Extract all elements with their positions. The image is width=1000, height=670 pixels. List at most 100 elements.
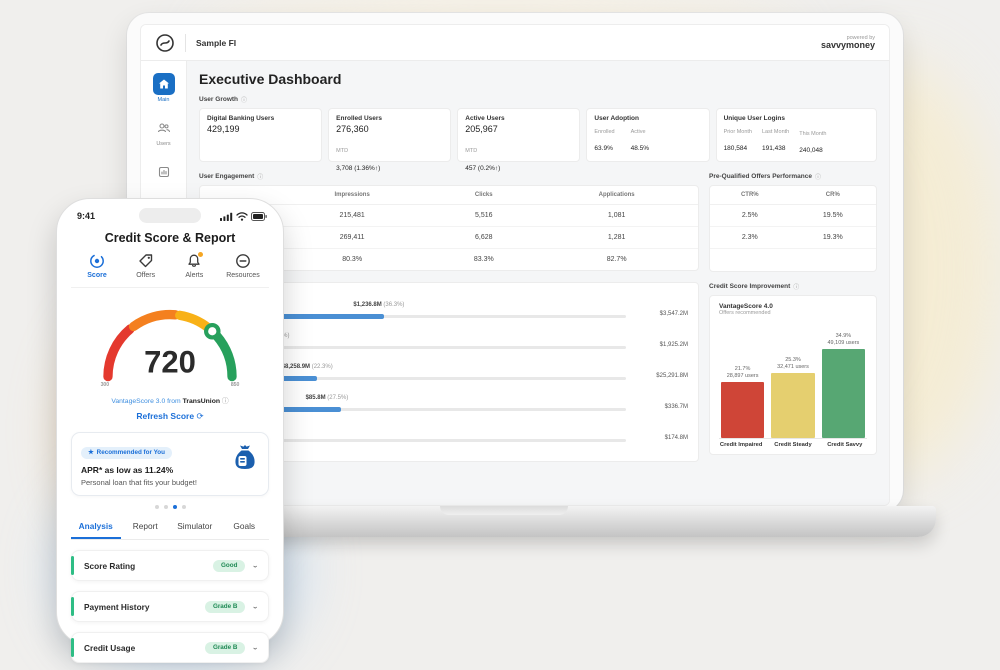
- nav-item-score[interactable]: Score: [75, 253, 119, 279]
- page-title: Executive Dashboard: [199, 71, 342, 87]
- info-icon[interactable]: ⓘ: [241, 98, 248, 104]
- stat-value: 205,967: [465, 124, 498, 134]
- gauge-segment-red: [103, 324, 135, 382]
- stat-sub-value: 63.9%: [594, 145, 613, 152]
- tab-analysis[interactable]: Analysis: [71, 516, 121, 539]
- stat-value: 429,199: [207, 124, 240, 134]
- wifi-icon: [236, 211, 248, 221]
- sidebar-item-reports[interactable]: [153, 161, 175, 185]
- chevron-down-icon[interactable]: ⌄: [251, 561, 259, 570]
- cell: 215,481: [272, 204, 433, 227]
- stat-label: Unique User Logins: [723, 115, 785, 122]
- nav-label: Offers: [136, 272, 156, 279]
- cell: 5,516: [432, 204, 536, 227]
- savvymoney-logo-icon: [156, 33, 174, 52]
- vantagescore-link[interactable]: VantageScore 3.0 from: [111, 398, 181, 405]
- table-row: 2.3% 19.3%: [710, 226, 876, 249]
- cell: 1,081: [535, 204, 698, 227]
- alert-notification-dot: [198, 252, 204, 257]
- bar-value-label: 21.7% 28,897 users: [726, 366, 759, 380]
- nav-label: Resources: [226, 272, 260, 279]
- list-item-payment-history[interactable]: Payment History Grade B ⌄: [71, 591, 269, 622]
- chevron-down-icon[interactable]: ⌄: [251, 643, 259, 652]
- loan-bar-label: $85.8M (27.5%): [306, 395, 349, 401]
- x-tick-label: Credit Savvy: [827, 441, 863, 448]
- app-nav: Score Offers Alerts: [71, 252, 269, 288]
- powered-by-label: powered by: [846, 34, 875, 41]
- recommended-offer-card[interactable]: ★ Recommended for You APR* as low as 11.2…: [71, 432, 269, 496]
- status-badge: Grade B: [204, 641, 246, 654]
- offers-table-panel: CTR% CR% 2.5% 19.5% 2.3%: [709, 185, 877, 272]
- loan-amount: $1,236.8M: [353, 301, 382, 308]
- carousel-dot[interactable]: [181, 505, 186, 509]
- engagement-col-applications: Applications: [535, 186, 698, 205]
- row-label: Credit Usage: [84, 642, 136, 653]
- stat-value: 276,360: [336, 124, 369, 134]
- stat-sub-label: Active: [630, 129, 646, 135]
- bar-credit-steady: [771, 373, 815, 438]
- sidebar-label-main: Main: [157, 97, 170, 103]
- gauge-segment-amber: [175, 310, 213, 333]
- stat-sub-value: 240,048: [799, 147, 823, 154]
- carousel-dot[interactable]: [163, 505, 168, 509]
- brand-name: savvymoney: [821, 40, 875, 51]
- nav-item-offers[interactable]: Offers: [124, 253, 168, 279]
- chevron-down-icon[interactable]: ⌄: [251, 602, 259, 611]
- loan-percent: (27.5%): [327, 394, 349, 401]
- money-bag-icon: [232, 443, 258, 476]
- sidebar-item-users[interactable]: Users: [153, 117, 175, 147]
- fi-name: Sample FI: [196, 37, 237, 48]
- tab-report[interactable]: Report: [132, 521, 158, 531]
- refresh-score-button[interactable]: Refresh Score ⟳: [71, 411, 269, 422]
- info-icon[interactable]: ⓘ: [793, 284, 800, 291]
- resources-icon: [236, 254, 250, 268]
- row-label: Score Rating: [84, 560, 136, 571]
- nav-item-alerts[interactable]: Alerts: [172, 252, 216, 279]
- stat-label: User Adoption: [594, 115, 639, 122]
- credit-improvement-chart: 21.7% 28,897 users 25.3% 32,471 users 34.9…: [719, 320, 867, 438]
- status-badge: Grade B: [204, 600, 246, 613]
- offers-tag-icon: [138, 254, 152, 268]
- credit-improvement-section-label: Credit Score Improvement ⓘ: [709, 282, 877, 291]
- stat-sub-close: ): [378, 165, 381, 172]
- app-title: Credit Score & Report: [104, 231, 236, 245]
- cell: 19.3%: [789, 226, 876, 249]
- stat-subcols: Prior Month 180,584 Last Month 191,438 Thi…: [724, 129, 869, 157]
- info-icon[interactable]: ⓘ: [221, 398, 229, 405]
- stat-label: Active Users: [465, 115, 505, 122]
- credit-score-value: 720: [144, 344, 196, 379]
- refresh-label: Refresh Score: [136, 411, 195, 421]
- credit-improvement-panel: VantageScore 4.0 Offers recommended 21.7…: [709, 294, 877, 455]
- sidebar-item-main[interactable]: Main: [152, 73, 175, 103]
- carousel-dot[interactable]: [154, 505, 159, 509]
- bar-value-label: 25.3% 32,471 users: [777, 357, 809, 371]
- stat-subrow: MTD 457 (0.2%↑): [465, 139, 572, 175]
- gauge-marker: [204, 322, 221, 340]
- cell: 83.3%: [473, 256, 494, 263]
- loan-bar-label: $8,258.9M (22.3%): [282, 364, 333, 370]
- carousel-dot-active[interactable]: [172, 505, 177, 509]
- info-icon[interactable]: ⓘ: [814, 175, 821, 181]
- offers-col-cr: CR%: [789, 186, 876, 205]
- info-icon[interactable]: ⓘ: [257, 175, 264, 181]
- list-item-credit-usage[interactable]: Credit Usage Grade B ⌄: [71, 632, 269, 663]
- stat-cards-row: Digital Banking Users 429,199 Enrolled U…: [199, 108, 877, 172]
- powered-by-block: powered by savvymoney: [821, 35, 875, 51]
- offer-headline: APR* as low as 11.24%: [81, 465, 174, 475]
- list-item-score-rating[interactable]: Score Rating Good ⌄: [71, 550, 269, 581]
- stat-subrow: MTD 3,708 (1.36%↑): [336, 139, 443, 175]
- loan-total: $1,925.2M: [659, 341, 688, 348]
- gauge-max-label: 850: [231, 382, 240, 388]
- tab-simulator[interactable]: Simulator: [177, 521, 213, 531]
- stat-label: Digital Banking Users: [207, 115, 275, 122]
- tab-goals[interactable]: Goals: [233, 521, 256, 531]
- status-badge: Good: [213, 559, 246, 572]
- stat-subcols: Enrolled 63.9% Active 48.5%: [594, 129, 701, 155]
- score-source-line: VantageScore 3.0 from TransUnion ⓘ: [71, 395, 269, 405]
- nav-item-resources[interactable]: Resources: [221, 253, 265, 279]
- engagement-section-label: User Engagement ⓘ: [199, 172, 699, 181]
- users-icon: [153, 117, 175, 139]
- bar-value-label: 34.9% 49,109 users: [827, 332, 860, 346]
- home-icon: [152, 73, 175, 95]
- chart-column: 25.3% 32,471 users: [771, 320, 815, 438]
